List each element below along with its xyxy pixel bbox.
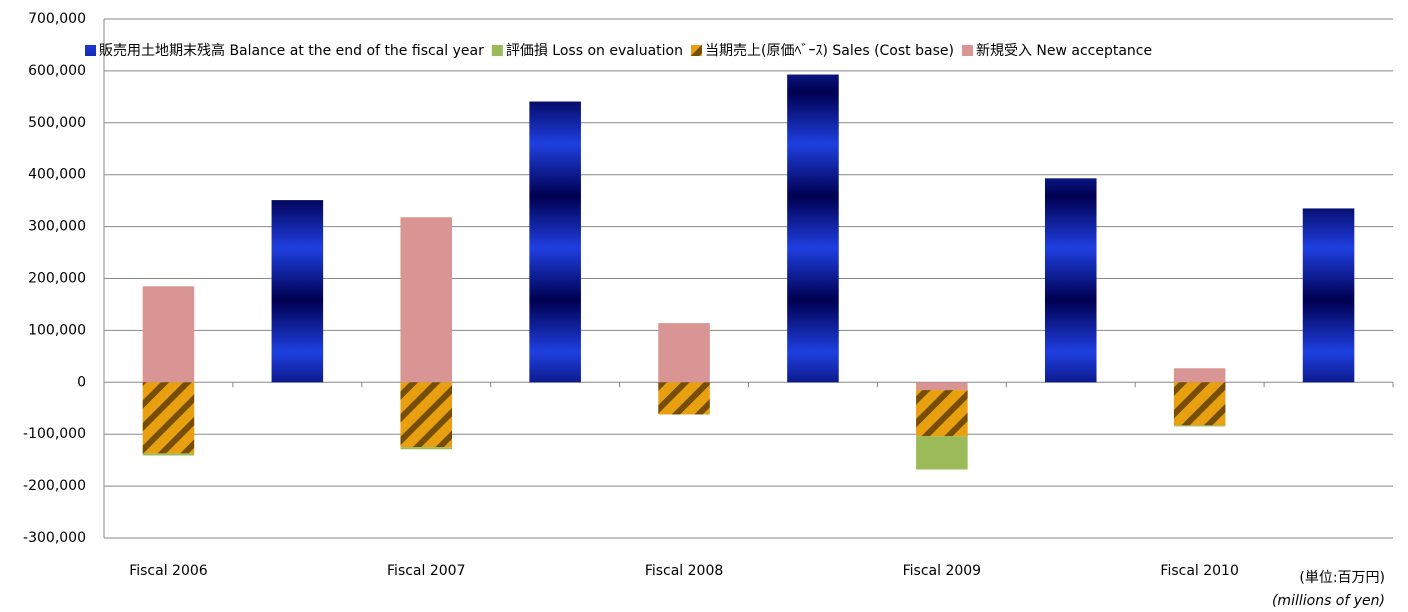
bar <box>400 217 453 383</box>
bar <box>142 286 195 383</box>
x-tick-label: Fiscal 2008 <box>645 563 723 579</box>
bar <box>529 101 581 383</box>
x-tick-label: Fiscal 2007 <box>387 563 465 579</box>
bar <box>1173 368 1226 383</box>
legend-label: 当期売上(原価ﾍﾞｰｽ) Sales (Cost base) <box>705 43 954 59</box>
y-tick-label: 200,000 <box>28 271 86 287</box>
bar <box>1173 382 1226 426</box>
legend-label: 評価損 Loss on evaluation <box>506 43 683 59</box>
bar <box>916 390 968 437</box>
y-tick-label: 700,000 <box>28 11 86 27</box>
unit-label: (単位:百万円) <box>1299 570 1385 586</box>
bar <box>658 382 710 415</box>
y-tick-label: 300,000 <box>28 219 86 235</box>
unit-label-en: (millions of yen) <box>1272 593 1385 609</box>
legend-swatch <box>961 45 973 56</box>
bar <box>271 200 324 383</box>
y-tick-label: -100,000 <box>23 426 86 442</box>
y-tick-label: -300,000 <box>23 530 86 546</box>
bar <box>1173 425 1226 427</box>
legend-swatch <box>85 45 96 56</box>
bar <box>142 453 195 456</box>
legend-label: 新規受入 New acceptance <box>976 43 1152 59</box>
bar <box>787 74 839 383</box>
y-tick-label: 0 <box>77 374 86 390</box>
y-tick-label: -200,000 <box>23 478 86 494</box>
bar <box>142 382 195 454</box>
x-tick-label: Fiscal 2010 <box>1160 563 1238 579</box>
bar <box>916 382 968 391</box>
bar <box>400 447 453 450</box>
bar <box>400 382 453 448</box>
bar <box>658 323 710 383</box>
y-tick-label: 100,000 <box>28 322 86 338</box>
bar <box>916 436 968 470</box>
legend-swatch <box>491 45 503 56</box>
bar <box>1302 208 1355 383</box>
y-tick-label: 600,000 <box>28 63 86 79</box>
x-tick-label: Fiscal 2009 <box>903 563 981 579</box>
legend-label: 販売用土地期末残高 Balance at the end of the fisc… <box>99 42 484 59</box>
y-tick-label: 500,000 <box>28 115 86 131</box>
x-tick-label: Fiscal 2006 <box>129 563 208 579</box>
y-tick-label: 400,000 <box>28 167 86 183</box>
bar <box>1044 178 1097 383</box>
legend-swatch <box>690 45 702 56</box>
